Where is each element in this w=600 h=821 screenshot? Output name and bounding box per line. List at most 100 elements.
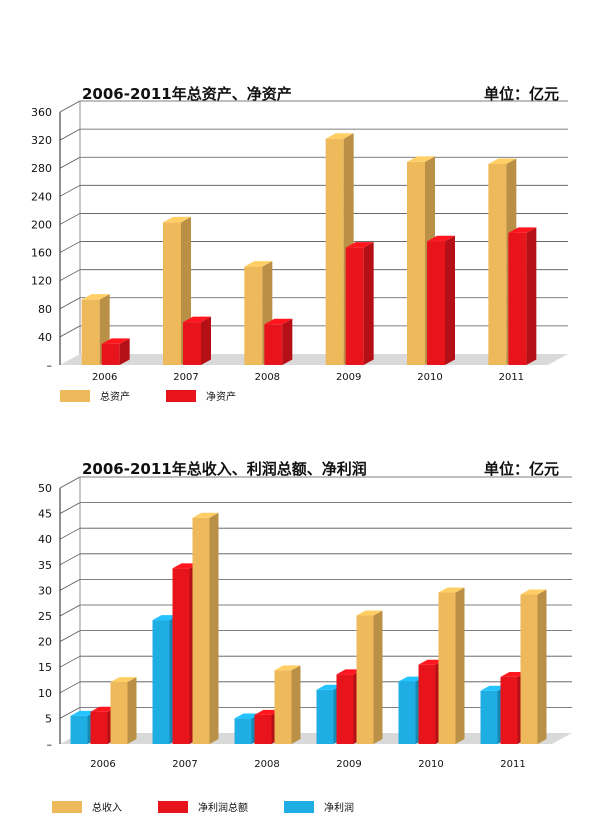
x-category-label: 2009 <box>336 759 361 770</box>
bar-front <box>274 670 292 744</box>
grid-line-diagonal <box>59 269 81 282</box>
bar-top <box>70 710 97 716</box>
x-category-label: 2007 <box>172 759 197 770</box>
bar-top <box>172 563 199 569</box>
bar-side <box>363 242 374 365</box>
grid-line-diagonal <box>59 100 81 113</box>
bar-side <box>445 235 455 365</box>
bar-top <box>110 677 137 683</box>
bar-2006-1 <box>101 338 130 365</box>
legend-item-net-assets: 净资产 <box>166 388 236 403</box>
bar-top <box>438 587 465 593</box>
chart-title: 2006-2011年总资产、净资产 <box>82 85 292 103</box>
bar-front <box>438 592 456 744</box>
bar-side <box>282 318 293 365</box>
legend-swatch <box>60 389 90 402</box>
grid-line-diagonal <box>59 325 81 338</box>
bar-front <box>110 682 128 744</box>
legend-label: 净资产 <box>206 392 236 403</box>
bar-top <box>90 706 117 712</box>
bar-side <box>455 587 465 744</box>
unit-label: 单位：亿元 <box>484 85 560 103</box>
x-category-label: 2006 <box>92 372 117 383</box>
legend-item-total-revenue: 总收入 <box>52 799 122 814</box>
bar-top <box>244 261 273 267</box>
bar-top <box>81 294 110 300</box>
bar-top <box>152 615 179 621</box>
bar-top <box>508 227 537 233</box>
bar-top <box>316 684 343 690</box>
bar-front <box>254 714 272 744</box>
legend-label: 净利润总额 <box>198 803 248 814</box>
bar-front <box>192 517 210 744</box>
legend-item-total-assets: 总资产 <box>60 388 130 403</box>
bar-front <box>81 299 100 365</box>
bar-top <box>488 158 517 165</box>
legend: 总收入 净利润总额 净利润 <box>52 799 390 814</box>
grid-line-diagonal <box>59 604 81 617</box>
grid-line-diagonal <box>59 128 81 141</box>
y-tick-label: – <box>47 359 53 372</box>
grid-line-diagonal <box>59 184 81 197</box>
bar-2011-2 <box>520 589 547 744</box>
bar-2010-2 <box>438 587 465 744</box>
bar-top <box>325 133 354 139</box>
bar-top <box>183 316 211 323</box>
grid-line-diagonal <box>59 213 81 225</box>
grid-line-diagonal <box>59 241 81 253</box>
bar-side <box>209 512 219 744</box>
grid-line-diagonal <box>59 579 81 591</box>
y-tick-label: 80 <box>38 303 52 316</box>
x-category-label: 2006 <box>90 759 115 770</box>
bar-top <box>264 318 293 325</box>
bar-top <box>234 713 261 719</box>
x-category-label: 2008 <box>254 759 279 770</box>
legend-label: 总收入 <box>92 803 122 814</box>
bar-side <box>373 610 383 744</box>
bar-2007-1 <box>183 316 211 365</box>
bar-front <box>183 322 201 365</box>
bar-front <box>356 615 374 744</box>
y-tick-label: 240 <box>31 190 52 203</box>
y-tick-label: 40 <box>38 533 52 546</box>
bar-front <box>345 247 364 365</box>
y-tick-label: 320 <box>31 134 52 147</box>
y-tick-label: – <box>47 738 53 751</box>
bar-front <box>407 161 425 365</box>
x-category-label: 2011 <box>500 759 525 770</box>
bar-top <box>480 685 507 691</box>
bar-top <box>254 709 281 715</box>
bar-top <box>356 610 383 616</box>
bar-front <box>316 689 334 744</box>
unit-label: 单位：亿元 <box>484 460 560 478</box>
grid-line-diagonal <box>59 156 81 169</box>
y-tick-label: 25 <box>38 610 52 623</box>
bar-side <box>526 227 537 365</box>
legend-item-total-profit: 净利润总额 <box>158 799 248 814</box>
bar-top <box>418 659 445 665</box>
bar-front <box>427 241 445 365</box>
grid-line-diagonal <box>59 527 81 540</box>
bar-top <box>274 665 301 671</box>
x-category-label: 2007 <box>173 372 198 383</box>
bar-front <box>101 343 120 365</box>
bar-front <box>234 718 252 744</box>
bar-front <box>172 568 190 744</box>
legend-item-net-profit: 净利润 <box>284 799 354 814</box>
bar-2009-2 <box>356 610 383 744</box>
grid-line-diagonal <box>59 681 81 694</box>
bar-side <box>119 338 130 365</box>
grid-line-diagonal <box>59 502 81 514</box>
bar-front <box>398 681 416 744</box>
bar-2011-1 <box>508 227 537 365</box>
bar-side <box>537 589 547 744</box>
legend-label: 净利润 <box>324 803 354 814</box>
bar-front <box>152 620 170 744</box>
bar-front <box>325 138 344 365</box>
legend-label: 总资产 <box>100 392 130 403</box>
bar-2008-2 <box>274 665 301 744</box>
bar-front <box>244 266 263 365</box>
y-tick-label: 120 <box>31 275 52 288</box>
chart-plot-revenue: – 5 10 15 20 25 30 35 40 45 50 2006 2007 2008 2009 2010… <box>38 476 572 770</box>
bar-top <box>192 512 219 518</box>
